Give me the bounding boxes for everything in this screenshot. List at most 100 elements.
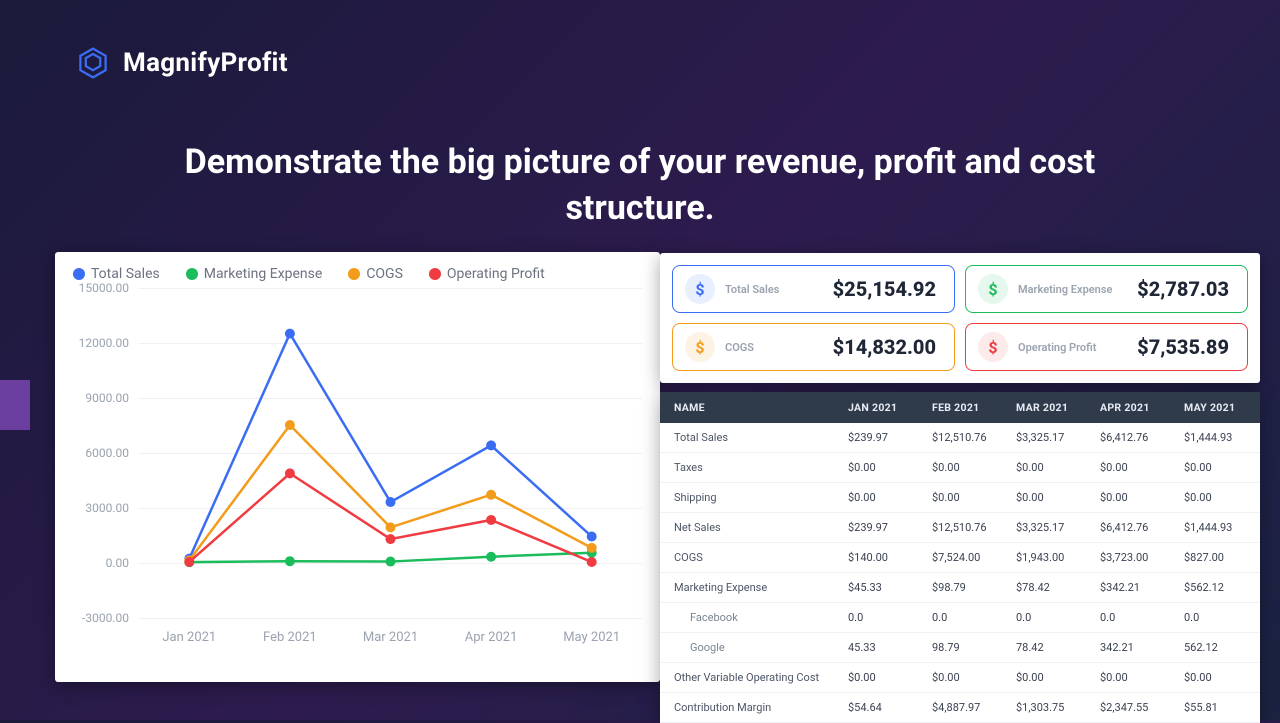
table-row: Other Variable Operating Cost$0.00$0.00$…	[660, 663, 1260, 693]
cards-grid: $Total Sales$25,154.92$Marketing Expense…	[672, 265, 1248, 371]
gridline	[139, 618, 642, 619]
table-cell: Facebook	[660, 603, 840, 633]
table-cell: 342.21	[1092, 633, 1176, 663]
table-row: COGS$140.00$7,524.00$1,943.00$3,723.00$8…	[660, 543, 1260, 573]
series-marker	[486, 515, 496, 525]
table-cell: $78.42	[1008, 573, 1092, 603]
y-tick-label: 12000.00	[79, 336, 129, 350]
table-cell: $239.97	[840, 423, 924, 453]
table-cell: $2,347.55	[1092, 693, 1176, 723]
table-head: NAMEJAN 2021FEB 2021MAR 2021APR 2021MAY …	[660, 392, 1260, 423]
series-marker	[386, 534, 396, 544]
series-marker	[386, 557, 396, 567]
summary-cards: $Total Sales$25,154.92$Marketing Expense…	[660, 253, 1260, 383]
data-table-panel: NAMEJAN 2021FEB 2021MAR 2021APR 2021MAY …	[660, 392, 1260, 723]
series-marker	[486, 490, 496, 500]
chart-plot	[139, 288, 642, 618]
legend-label: Total Sales	[91, 266, 160, 282]
table-cell: 562.12	[1176, 633, 1260, 663]
table-cell: $54.64	[840, 693, 924, 723]
summary-card[interactable]: $Total Sales$25,154.92	[672, 265, 955, 313]
series-marker	[386, 522, 396, 532]
table-cell: $6,412.76	[1092, 513, 1176, 543]
legend-dot-icon	[429, 268, 441, 280]
table-row: Marketing Expense$45.33$98.79$78.42$342.…	[660, 573, 1260, 603]
table-cell: $0.00	[1008, 663, 1092, 693]
summary-card[interactable]: $COGS$14,832.00	[672, 323, 955, 371]
data-table: NAMEJAN 2021FEB 2021MAR 2021APR 2021MAY …	[660, 392, 1260, 723]
y-tick-label: 3000.00	[85, 501, 129, 515]
x-tick-label: Jan 2021	[139, 630, 240, 658]
table-cell: $239.97	[840, 513, 924, 543]
card-label: Operating Profit	[1018, 341, 1096, 354]
table-cell: Total Sales	[660, 423, 840, 453]
table-cell: Other Variable Operating Cost	[660, 663, 840, 693]
table-cell: $827.00	[1176, 543, 1260, 573]
table-cell: 0.0	[1008, 603, 1092, 633]
table-body: Total Sales$239.97$12,510.76$3,325.17$6,…	[660, 423, 1260, 723]
legend-label: Marketing Expense	[204, 266, 323, 282]
table-cell: $0.00	[924, 453, 1008, 483]
series-marker	[587, 543, 597, 553]
legend-item[interactable]: Marketing Expense	[186, 266, 323, 282]
table-header-cell: JAN 2021	[840, 392, 924, 423]
table-cell: $140.00	[840, 543, 924, 573]
table-cell: 78.42	[1008, 633, 1092, 663]
chart-legend: Total Sales Marketing Expense COGS Operatin…	[73, 266, 642, 282]
legend-item[interactable]: COGS	[348, 266, 403, 282]
brand-name: MagnifyProfit	[123, 48, 288, 78]
table-cell: $0.00	[1092, 663, 1176, 693]
table-cell: $1,444.93	[1176, 513, 1260, 543]
series-marker	[486, 552, 496, 562]
table-cell: $0.00	[840, 663, 924, 693]
table-cell: $3,723.00	[1092, 543, 1176, 573]
legend-item[interactable]: Total Sales	[73, 266, 160, 282]
table-cell: Marketing Expense	[660, 573, 840, 603]
series-marker	[285, 468, 295, 478]
chart-svg	[139, 288, 642, 618]
table-cell: Shipping	[660, 483, 840, 513]
table-row: Total Sales$239.97$12,510.76$3,325.17$6,…	[660, 423, 1260, 453]
table-cell: $98.79	[924, 573, 1008, 603]
table-cell: Net Sales	[660, 513, 840, 543]
series-marker	[285, 556, 295, 566]
chart-panel: Total Sales Marketing Expense COGS Operatin…	[55, 252, 660, 682]
table-row: Contribution Margin$54.64$4,887.97$1,303…	[660, 693, 1260, 723]
table-header-cell: NAME	[660, 392, 840, 423]
legend-item[interactable]: Operating Profit	[429, 266, 545, 282]
chart-x-labels: Jan 2021Feb 2021Mar 2021Apr 2021May 2021	[139, 630, 642, 658]
table-cell: $55.81	[1176, 693, 1260, 723]
table-cell: COGS	[660, 543, 840, 573]
series-marker	[386, 497, 396, 507]
x-tick-label: Mar 2021	[340, 630, 441, 658]
series-marker	[587, 557, 597, 567]
x-tick-label: May 2021	[541, 630, 642, 658]
table-cell: $0.00	[1176, 453, 1260, 483]
table-cell: $0.00	[1176, 663, 1260, 693]
table-cell: $3,325.17	[1008, 423, 1092, 453]
card-label: COGS	[725, 341, 754, 354]
table-cell: 0.0	[1092, 603, 1176, 633]
table-row: Taxes$0.00$0.00$0.00$0.00$0.00	[660, 453, 1260, 483]
summary-card[interactable]: $Operating Profit$7,535.89	[965, 323, 1248, 371]
table-header-cell: FEB 2021	[924, 392, 1008, 423]
table-cell: $1,303.75	[1008, 693, 1092, 723]
series-marker	[285, 329, 295, 339]
card-value: $14,832.00	[833, 335, 936, 359]
x-tick-label: Feb 2021	[240, 630, 341, 658]
table-cell: $0.00	[924, 663, 1008, 693]
summary-card[interactable]: $Marketing Expense$2,787.03	[965, 265, 1248, 313]
table-row: Shipping$0.00$0.00$0.00$0.00$0.00	[660, 483, 1260, 513]
table-cell: $0.00	[924, 483, 1008, 513]
card-value: $7,535.89	[1137, 335, 1229, 359]
table-cell: $0.00	[1092, 483, 1176, 513]
table-row: Net Sales$239.97$12,510.76$3,325.17$6,41…	[660, 513, 1260, 543]
table-cell: $0.00	[840, 483, 924, 513]
chart-y-labels: -3000.000.003000.006000.009000.0012000.0…	[73, 288, 133, 618]
table-header-cell: MAR 2021	[1008, 392, 1092, 423]
table-cell: $3,325.17	[1008, 513, 1092, 543]
series-line	[189, 473, 591, 562]
table-cell: $1,444.93	[1176, 423, 1260, 453]
table-cell: $12,510.76	[924, 423, 1008, 453]
table-cell: $7,524.00	[924, 543, 1008, 573]
